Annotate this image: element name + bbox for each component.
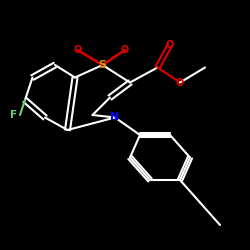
Text: F: F [10, 110, 17, 120]
Text: O: O [166, 40, 174, 50]
Text: O: O [176, 78, 184, 88]
Text: N: N [110, 112, 120, 122]
Text: S: S [98, 60, 106, 70]
Text: O: O [121, 45, 129, 55]
Text: O: O [74, 45, 82, 55]
